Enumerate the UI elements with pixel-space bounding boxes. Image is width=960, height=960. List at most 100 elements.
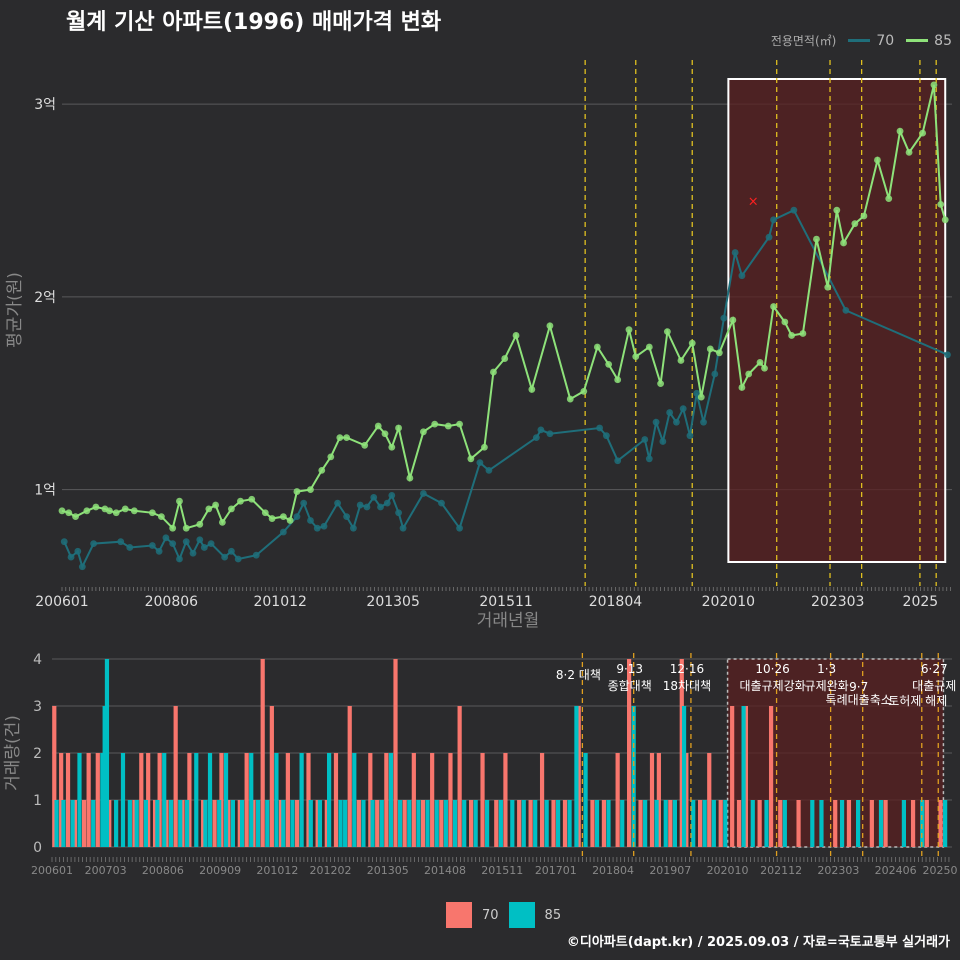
- data-point-70: [652, 418, 660, 426]
- bar-x-tick-label: 202406: [875, 864, 917, 877]
- data-point-70: [228, 547, 235, 555]
- bar-x-tick-label: 201907: [649, 864, 691, 877]
- data-point-70: [679, 405, 687, 413]
- data-point-85: [756, 359, 764, 366]
- data-point-70: [126, 544, 134, 551]
- data-point-85: [83, 507, 91, 515]
- data-point-70: [90, 540, 98, 547]
- data-point-70: [221, 553, 229, 561]
- bar-x-tick-label: 201408: [424, 864, 466, 877]
- data-point-70: [790, 206, 798, 214]
- volume-bar-85: [901, 800, 907, 847]
- volume-bar-85: [194, 753, 199, 847]
- volume-bar-70: [638, 800, 643, 847]
- volume-bar-70: [757, 800, 762, 847]
- data-point-85: [92, 503, 100, 511]
- data-point-85: [632, 353, 640, 361]
- volume-bar-70: [768, 706, 774, 847]
- volume-bar-85: [185, 800, 190, 847]
- bar-x-tick-label: 200806: [142, 864, 184, 877]
- data-point-85: [293, 488, 301, 495]
- data-point-85: [65, 509, 73, 517]
- volume-bar-85: [691, 800, 696, 847]
- data-point-70: [388, 492, 396, 499]
- y-tick-label: 3억: [34, 97, 56, 113]
- data-point-70: [189, 549, 197, 557]
- data-point-85: [840, 239, 847, 247]
- data-point-70: [666, 409, 674, 416]
- data-point-70: [420, 490, 427, 497]
- volume-bar-85: [54, 800, 59, 847]
- data-point-85: [729, 316, 737, 324]
- policy-date-label: 1·3: [817, 662, 836, 676]
- bar-x-tick-label: 201305: [367, 864, 409, 877]
- volume-bar-70: [601, 800, 607, 847]
- data-point-70: [252, 551, 260, 559]
- volume-bar-85: [143, 800, 148, 847]
- data-point-85: [937, 201, 945, 208]
- policy-date-label: 8·2 대책: [556, 667, 601, 682]
- data-point-70: [944, 351, 951, 359]
- volume-bar-70: [173, 706, 178, 847]
- volume-bar-70: [833, 800, 838, 847]
- data-point-85: [614, 376, 622, 384]
- volume-bar-70: [294, 800, 300, 847]
- volume-bar-85: [223, 753, 229, 847]
- data-point-85: [467, 455, 475, 463]
- volume-bar-85: [462, 800, 467, 847]
- volume-bar-85: [249, 753, 254, 847]
- data-point-70: [117, 538, 125, 546]
- volume-bar-85: [239, 800, 245, 847]
- volume-bar-85: [281, 800, 286, 847]
- bar-x-tick-label: 201202: [309, 864, 351, 877]
- data-point-85: [546, 322, 554, 330]
- data-point-70: [738, 272, 746, 280]
- volume-bar-85: [521, 800, 526, 847]
- data-point-70: [614, 457, 622, 465]
- data-point-85: [381, 430, 389, 438]
- data-point-85: [343, 434, 351, 441]
- volume-bar-70: [269, 706, 274, 847]
- data-point-85: [106, 507, 113, 515]
- data-point-85: [212, 501, 220, 509]
- data-point-70: [395, 509, 402, 517]
- volume-bar-85: [498, 800, 503, 847]
- policy-name-label: 규제완화: [805, 679, 849, 693]
- data-point-85: [657, 380, 665, 388]
- data-point-85: [833, 206, 841, 214]
- x-tick-label: 2025: [903, 594, 939, 610]
- volume-bar-70: [420, 800, 426, 847]
- data-point-85: [148, 509, 156, 517]
- data-point-70: [207, 540, 215, 547]
- volume-bar-70: [684, 753, 689, 847]
- x-tick-label: 201012: [253, 594, 306, 610]
- bar-y-tick-label: 3: [33, 699, 42, 715]
- data-point-70: [770, 216, 777, 224]
- bar-x-tick-label: 201701: [535, 864, 577, 877]
- volume-bar-85: [782, 800, 787, 847]
- volume-bar-70: [384, 753, 389, 847]
- data-point-85: [327, 453, 335, 461]
- data-point-70: [169, 540, 177, 547]
- data-point-85: [860, 212, 868, 220]
- data-point-70: [182, 538, 190, 546]
- data-point-85: [395, 424, 402, 432]
- volume-bar-85: [407, 800, 412, 847]
- volume-bar-70: [707, 753, 712, 847]
- data-point-85: [481, 443, 488, 451]
- volume-bar-85: [290, 800, 295, 847]
- data-point-85: [261, 509, 269, 517]
- x-tick-label: 200806: [145, 594, 199, 610]
- volume-bar-85: [839, 800, 845, 847]
- data-point-85: [738, 384, 746, 391]
- bar-x-tick-label: 201012: [256, 864, 298, 877]
- volume-bar-70: [439, 800, 444, 847]
- data-point-70: [659, 438, 667, 445]
- data-point-85: [431, 420, 439, 428]
- source-footer: ©디아파트(dapt.kr) / 2025.09.03 / 자료=국토교통부 실…: [566, 935, 950, 950]
- volume-bar-85: [606, 800, 611, 847]
- volume-bar-70: [333, 753, 339, 847]
- volume-bar-85: [230, 800, 236, 847]
- data-point-70: [370, 493, 378, 501]
- data-point-85: [770, 303, 777, 310]
